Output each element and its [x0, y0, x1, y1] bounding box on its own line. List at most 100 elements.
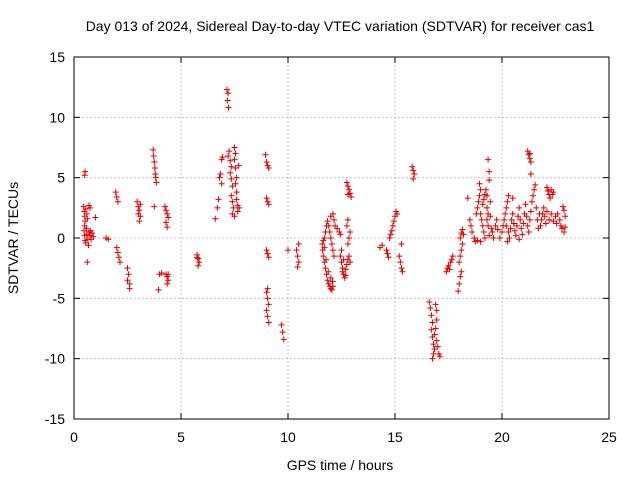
data-point	[506, 235, 513, 241]
data-point	[484, 204, 491, 211]
data-point	[337, 253, 344, 260]
data-point	[165, 271, 172, 278]
data-point	[511, 227, 518, 234]
data-point	[543, 184, 550, 191]
data-point	[232, 180, 239, 187]
data-point	[505, 228, 512, 235]
data-point	[92, 214, 99, 221]
data-point	[124, 265, 131, 272]
data-point	[113, 193, 120, 200]
data-point	[124, 277, 131, 284]
data-point	[328, 241, 335, 248]
data-point	[219, 154, 226, 161]
data-point	[527, 158, 534, 165]
data-point	[428, 312, 435, 319]
data-point	[456, 259, 463, 266]
data-point	[112, 189, 119, 196]
data-point	[482, 186, 489, 193]
data-point	[153, 179, 160, 186]
data-point	[234, 208, 241, 215]
data-point	[518, 225, 525, 232]
data-point	[231, 213, 238, 220]
data-point	[90, 233, 97, 240]
data-point	[477, 238, 484, 245]
data-point	[427, 304, 434, 311]
data-point	[228, 192, 235, 199]
data-point	[163, 207, 170, 214]
data-point	[540, 204, 547, 211]
data-point	[344, 183, 351, 190]
data-point	[319, 241, 326, 248]
data-point	[331, 216, 338, 223]
data-point	[265, 319, 272, 326]
data-point	[503, 222, 510, 229]
data-point	[151, 158, 158, 165]
data-point	[294, 263, 301, 270]
data-point	[233, 189, 240, 196]
data-point	[433, 337, 440, 344]
data-point	[347, 259, 354, 266]
data-point	[484, 192, 491, 199]
data-point	[396, 253, 403, 260]
data-point	[264, 295, 271, 302]
data-point	[114, 198, 121, 205]
data-point	[320, 237, 327, 244]
data-point	[334, 225, 341, 232]
data-point	[347, 228, 354, 235]
data-point	[165, 214, 172, 221]
data-point	[264, 313, 271, 320]
data-point	[228, 163, 235, 170]
data-point	[486, 177, 493, 184]
data-point	[486, 168, 493, 175]
data-point	[531, 186, 538, 193]
data-point	[550, 218, 557, 225]
data-point	[519, 231, 526, 238]
data-point	[218, 180, 225, 187]
data-point	[295, 259, 302, 266]
data-point	[429, 355, 436, 362]
data-point	[227, 157, 234, 164]
x-axis-label: GPS time / hours	[287, 457, 394, 473]
x-tick-label: 5	[177, 429, 185, 445]
data-point	[134, 198, 141, 205]
data-point	[485, 222, 492, 229]
data-point	[224, 97, 231, 104]
data-point	[337, 231, 344, 238]
data-point	[431, 331, 438, 338]
data-point	[113, 244, 120, 251]
data-point	[265, 201, 272, 208]
data-point	[212, 215, 219, 222]
data-point	[475, 198, 482, 205]
data-point	[114, 249, 121, 256]
data-point	[137, 213, 144, 220]
data-point	[515, 213, 522, 220]
data-point	[385, 254, 392, 261]
data-point	[528, 198, 535, 205]
data-point	[455, 288, 462, 295]
data-point	[89, 230, 96, 237]
data-point	[194, 254, 201, 261]
data-point	[228, 175, 235, 182]
data-point	[196, 259, 203, 266]
data-point	[525, 228, 532, 235]
data-point	[136, 218, 143, 225]
data-point	[411, 171, 418, 178]
data-point	[225, 104, 232, 111]
data-point	[231, 156, 238, 163]
data-point	[503, 204, 510, 211]
data-point	[490, 235, 497, 241]
data-point	[224, 86, 231, 93]
data-point	[215, 196, 222, 203]
data-point	[556, 216, 563, 223]
data-point	[397, 259, 404, 266]
data-point	[456, 280, 463, 287]
data-point	[136, 207, 143, 214]
y-tick-labels: -15 -10 -5 0 5 10 15	[45, 49, 65, 427]
data-point	[342, 266, 349, 273]
data-point	[263, 307, 270, 314]
data-point	[527, 171, 534, 178]
data-point	[558, 225, 565, 232]
data-point	[507, 225, 514, 232]
data-point	[105, 236, 112, 243]
data-point	[164, 210, 171, 217]
